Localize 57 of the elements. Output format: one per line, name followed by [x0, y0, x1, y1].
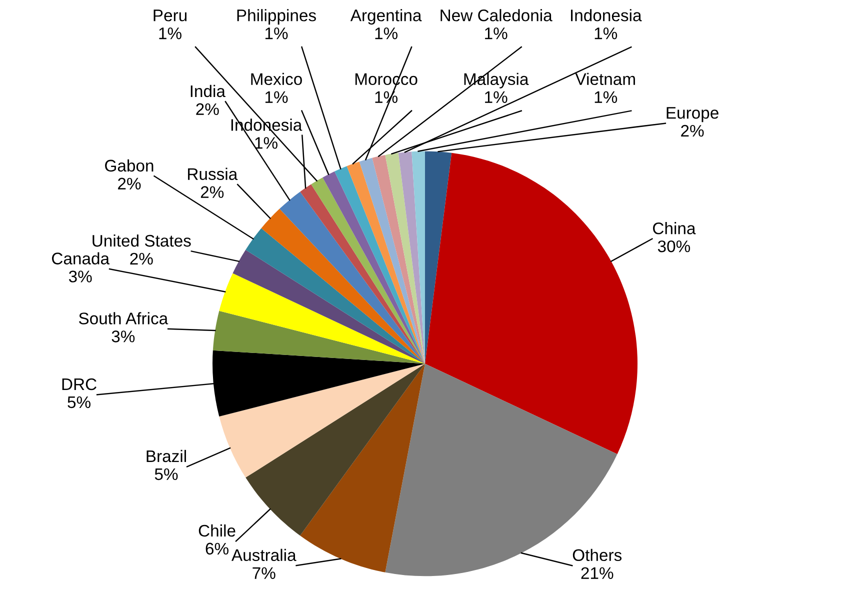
- pie-slice: [246, 364, 425, 536]
- slice-label: New Caledonia: [440, 9, 552, 22]
- slice-label: Vietnam: [575, 72, 635, 86]
- pie-slice: [219, 364, 425, 478]
- pie-slice: [212, 310, 425, 364]
- data-label: 21%: [581, 567, 614, 579]
- pie-slice: [372, 154, 425, 364]
- pie-slice: [425, 152, 638, 454]
- data-label: 3%: [112, 330, 135, 342]
- data-label: 6%: [206, 542, 228, 555]
- pie-slice: [398, 152, 425, 364]
- data-label: 3%: [68, 270, 92, 282]
- data-label: 1%: [255, 137, 278, 149]
- data-label: 2%: [118, 178, 141, 190]
- pie-slice: [280, 192, 425, 364]
- slice-label: Brazil: [146, 450, 186, 462]
- data-label: 2%: [681, 124, 704, 137]
- slice-label: United States: [92, 234, 191, 247]
- slice-label: Australia: [231, 548, 296, 562]
- data-label: 1%: [485, 28, 508, 40]
- pie-slice: [232, 250, 425, 364]
- slice-label: China: [653, 222, 696, 234]
- slice-label: Russia: [188, 168, 238, 180]
- data-label: 5%: [154, 468, 178, 480]
- slice-label: Indonesia: [571, 9, 642, 22]
- slice-label: Gabon: [105, 159, 154, 172]
- slice-label: Peru: [154, 10, 186, 22]
- pie-slice: [425, 151, 452, 364]
- data-label: 1%: [265, 28, 288, 40]
- slice-label: India: [190, 84, 226, 98]
- slice-label: Mexico: [251, 72, 302, 86]
- data-label: 1%: [265, 91, 288, 103]
- data-label: 2%: [196, 103, 219, 116]
- slice-label: Canada: [52, 252, 110, 264]
- data-label: 1%: [594, 91, 618, 103]
- data-label: 5%: [68, 396, 90, 408]
- data-label: 1%: [159, 28, 182, 40]
- slice-label: DRC: [62, 378, 96, 390]
- slice-label: Philippines: [237, 9, 316, 25]
- pie-slice: [246, 228, 425, 364]
- data-label: 30%: [658, 240, 690, 252]
- pie-slice: [385, 152, 425, 364]
- data-label: 7%: [252, 567, 276, 579]
- data-label: 1%: [594, 28, 618, 40]
- slice-label: Argentina: [350, 9, 422, 25]
- pie-slice: [300, 364, 425, 572]
- slice-label: South Africa: [78, 312, 168, 324]
- pie-slice: [359, 158, 425, 364]
- pie-slice: [261, 208, 425, 364]
- data-label: 2%: [200, 186, 224, 198]
- data-label: 1%: [375, 28, 398, 40]
- slice-label: Europe: [666, 107, 718, 122]
- pie-slice: [219, 273, 425, 364]
- slice-label: Others: [572, 548, 622, 562]
- slice-label: Chile: [198, 524, 236, 537]
- data-label: 1%: [485, 91, 508, 103]
- data-label: 2%: [130, 252, 153, 265]
